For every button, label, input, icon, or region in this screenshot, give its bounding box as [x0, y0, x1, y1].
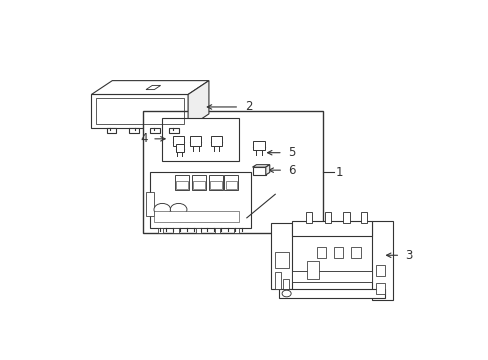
Bar — [210, 181, 222, 189]
Bar — [282, 279, 288, 288]
Bar — [158, 228, 163, 233]
Bar — [190, 136, 201, 146]
Text: 2: 2 — [244, 100, 252, 113]
Bar — [316, 247, 326, 258]
Bar — [176, 181, 187, 189]
Bar — [193, 181, 204, 189]
Bar — [161, 118, 239, 161]
Circle shape — [154, 203, 170, 216]
Bar — [275, 252, 288, 268]
Bar — [224, 175, 238, 190]
Polygon shape — [265, 165, 269, 175]
Bar — [195, 228, 201, 233]
Text: 1: 1 — [335, 166, 343, 179]
Bar — [175, 175, 189, 190]
Circle shape — [282, 290, 290, 297]
Bar — [211, 136, 222, 146]
Bar — [146, 192, 154, 216]
Text: 5: 5 — [287, 146, 295, 159]
Polygon shape — [91, 94, 188, 128]
Text: 3: 3 — [405, 249, 412, 262]
Bar — [375, 283, 385, 294]
Bar — [175, 144, 183, 152]
Polygon shape — [91, 81, 208, 94]
Text: 4: 4 — [140, 132, 147, 145]
Bar — [214, 228, 220, 233]
Bar — [142, 111, 322, 233]
Bar — [169, 128, 178, 133]
Bar — [225, 181, 237, 189]
Bar — [307, 261, 318, 279]
Bar — [305, 212, 312, 223]
Bar — [275, 272, 280, 288]
Bar — [150, 172, 250, 228]
Bar — [350, 247, 360, 258]
Bar — [154, 211, 239, 222]
Bar — [333, 247, 343, 258]
Bar — [360, 212, 366, 223]
Bar — [279, 288, 385, 298]
Bar — [150, 128, 159, 133]
Bar — [253, 141, 264, 150]
Bar — [252, 167, 265, 175]
Bar — [324, 212, 331, 223]
Polygon shape — [146, 85, 160, 90]
Bar — [375, 265, 385, 276]
Polygon shape — [271, 223, 292, 288]
Bar — [208, 175, 223, 190]
Bar — [129, 128, 139, 133]
Bar — [292, 221, 371, 236]
Polygon shape — [252, 165, 269, 167]
Bar — [191, 175, 206, 190]
Polygon shape — [188, 81, 208, 128]
Circle shape — [170, 203, 186, 216]
Bar — [106, 128, 116, 133]
Bar — [173, 228, 178, 233]
Bar — [173, 136, 183, 146]
Bar — [292, 270, 371, 282]
Polygon shape — [371, 221, 392, 300]
Text: 6: 6 — [287, 164, 295, 177]
Bar — [233, 228, 239, 233]
Bar — [343, 212, 349, 223]
